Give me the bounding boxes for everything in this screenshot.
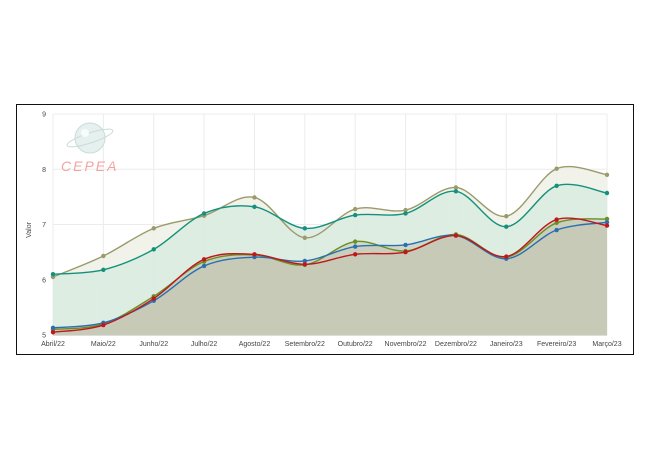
data-point[interactable] bbox=[50, 325, 56, 331]
x-tick-label: Agosto/22 bbox=[239, 341, 271, 348]
x-tick-label: Dezembro/22 bbox=[435, 341, 477, 348]
data-point[interactable] bbox=[453, 189, 459, 194]
globe-highlight bbox=[81, 129, 89, 137]
series-area-5 bbox=[53, 218, 607, 335]
x-tick-label: Maio/22 bbox=[91, 341, 116, 348]
data-point[interactable] bbox=[101, 267, 106, 273]
data-point[interactable] bbox=[554, 227, 559, 233]
data-point[interactable] bbox=[453, 233, 459, 238]
y-axis-label: Valor bbox=[26, 221, 33, 237]
data-point[interactable] bbox=[403, 242, 408, 248]
data-point[interactable] bbox=[151, 226, 156, 231]
data-point[interactable] bbox=[302, 226, 308, 231]
data-point[interactable] bbox=[554, 220, 559, 226]
logo-text: CEPEA bbox=[61, 158, 118, 174]
x-tick-label: Outubro/22 bbox=[338, 341, 373, 348]
axis-ticks: Abril/22 Maio/22 Junho/22 Julho/22 Agosto/22… bbox=[41, 112, 622, 349]
x-tick-label: Março/23 bbox=[592, 341, 621, 348]
data-point[interactable] bbox=[352, 244, 358, 249]
line-area-chart: Abril/22 Maio/22 Junho/22 Julho/22 Agosto/22… bbox=[26, 112, 622, 349]
data-point[interactable] bbox=[604, 220, 610, 225]
data-point[interactable] bbox=[554, 183, 559, 189]
data-point[interactable] bbox=[403, 211, 408, 216]
data-point[interactable] bbox=[302, 258, 308, 264]
data-point[interactable] bbox=[604, 223, 610, 228]
y-tick-label: 9 bbox=[42, 112, 46, 119]
x-tick-label: Junho/22 bbox=[139, 341, 168, 348]
data-point[interactable] bbox=[352, 206, 358, 212]
series-line-4 bbox=[52, 221, 608, 329]
series-line-2 bbox=[52, 183, 608, 275]
data-point[interactable] bbox=[302, 262, 308, 267]
chart-frame: Abril/22 Maio/22 Junho/22 Julho/22 Agosto/22… bbox=[16, 104, 634, 355]
x-tick-label: Setembro/22 bbox=[285, 341, 325, 348]
data-point[interactable] bbox=[453, 185, 459, 190]
data-point[interactable] bbox=[151, 296, 156, 301]
series-line-5 bbox=[52, 217, 608, 333]
y-tick-label: 6 bbox=[42, 277, 46, 284]
data-point[interactable] bbox=[352, 252, 358, 257]
data-point[interactable] bbox=[604, 190, 610, 196]
data-point[interactable] bbox=[201, 211, 207, 216]
data-point[interactable] bbox=[252, 252, 257, 257]
data-point[interactable] bbox=[201, 257, 207, 262]
data-point[interactable] bbox=[252, 195, 257, 200]
y-tick-label: 8 bbox=[42, 167, 46, 174]
series-areas bbox=[53, 166, 607, 335]
data-point[interactable] bbox=[403, 207, 408, 213]
data-point[interactable] bbox=[302, 235, 308, 240]
data-point[interactable] bbox=[101, 253, 106, 259]
data-point[interactable] bbox=[252, 204, 257, 210]
data-point[interactable] bbox=[604, 216, 610, 222]
data-point[interactable] bbox=[554, 217, 559, 222]
x-tick-label: Abril/22 bbox=[41, 341, 65, 348]
data-point[interactable] bbox=[554, 166, 559, 171]
series-points bbox=[50, 166, 610, 335]
data-point[interactable] bbox=[201, 263, 207, 269]
data-point[interactable] bbox=[504, 254, 509, 259]
data-point[interactable] bbox=[352, 239, 358, 244]
data-point[interactable] bbox=[151, 247, 156, 252]
data-point[interactable] bbox=[101, 322, 106, 328]
y-tick-label: 7 bbox=[42, 222, 46, 229]
globe-icon bbox=[74, 122, 106, 154]
series-line-3 bbox=[52, 218, 608, 331]
x-tick-label: Fevereiro/23 bbox=[537, 341, 576, 348]
cepea-logo: CEPEA bbox=[61, 122, 118, 174]
x-tick-label: Janeiro/23 bbox=[490, 341, 523, 348]
data-point[interactable] bbox=[50, 330, 56, 335]
data-point[interactable] bbox=[352, 212, 358, 218]
data-point[interactable] bbox=[504, 224, 509, 229]
x-tick-label: Julho/22 bbox=[191, 341, 218, 348]
x-tick-label: Novembro/22 bbox=[385, 341, 427, 348]
data-point[interactable] bbox=[604, 172, 610, 177]
data-point[interactable] bbox=[50, 272, 56, 277]
y-tick-label: 5 bbox=[42, 333, 46, 340]
data-point[interactable] bbox=[504, 214, 509, 219]
data-point[interactable] bbox=[403, 249, 408, 255]
